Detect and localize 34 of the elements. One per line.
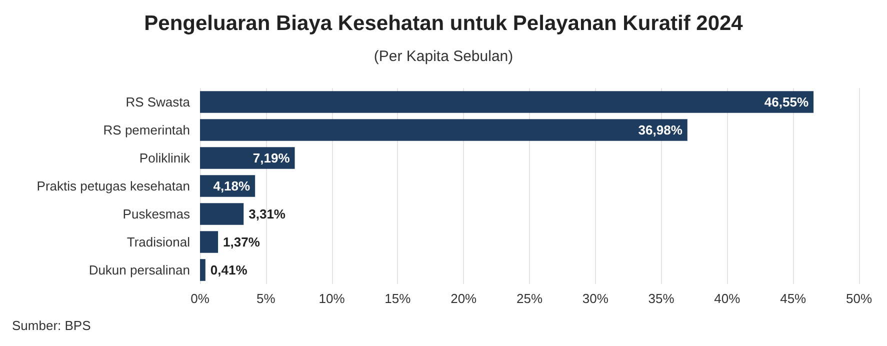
bar — [200, 231, 218, 253]
bar — [200, 91, 814, 113]
data-label: 36,98% — [638, 122, 683, 138]
x-tick-label: 0% — [190, 291, 210, 306]
x-tick-label: 50% — [846, 291, 872, 306]
y-tick-label: RS pemerintah — [103, 122, 190, 138]
x-tick-label: 45% — [780, 291, 807, 306]
data-label: 0,41% — [210, 262, 248, 278]
bar — [200, 203, 244, 225]
x-tick-label: 20% — [450, 291, 478, 306]
bar — [200, 259, 206, 281]
y-tick-label: Puskesmas — [122, 206, 190, 222]
bar — [200, 147, 295, 169]
y-tick-label: Dukun persalinan — [88, 262, 190, 278]
x-tick-label: 40% — [714, 291, 741, 306]
x-tick-label: 25% — [516, 291, 543, 306]
y-tick-label: Poliklinik — [139, 150, 190, 166]
x-tick-label: 35% — [648, 291, 675, 306]
chart-title: Pengeluaran Biaya Kesehatan untuk Pelayanan Kuratif 2024 — [144, 12, 744, 35]
chart-subtitle: (Per Kapita Sebulan) — [374, 48, 514, 65]
data-label: 7,19% — [252, 150, 290, 166]
data-label: 1,37% — [223, 234, 260, 250]
text: Sumber: BPS — [12, 318, 92, 333]
x-tick-label: 30% — [582, 291, 609, 306]
y-tick-label: RS Swasta — [126, 94, 191, 110]
x-tick-label: 15% — [384, 291, 412, 306]
data-label: 4,18% — [213, 178, 251, 194]
x-tick-label: 5% — [256, 291, 276, 306]
data-label: 3,31% — [248, 206, 286, 222]
y-tick-label: Tradisional — [126, 234, 190, 250]
y-tick-label: Praktis petugas kesehatan — [36, 178, 190, 194]
x-tick-label: 10% — [318, 291, 346, 306]
data-label: 46,55% — [764, 94, 809, 110]
bar — [200, 119, 688, 141]
